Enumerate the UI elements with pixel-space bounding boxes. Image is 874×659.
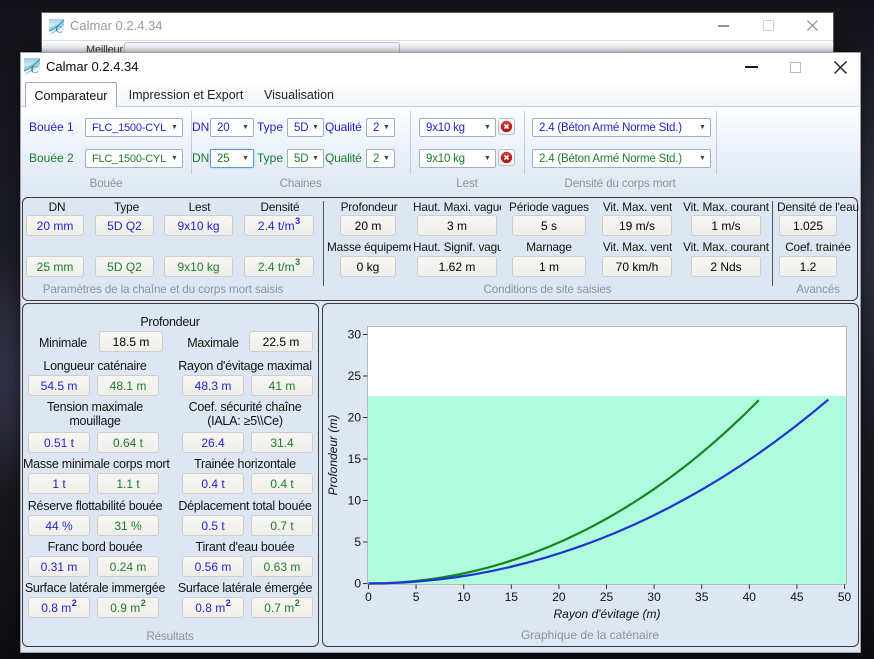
svg-text:45: 45: [790, 590, 804, 604]
svg-text:Rayon d'évitage (m): Rayon d'évitage (m): [553, 607, 660, 621]
svg-text:Profondeur (m): Profondeur (m): [326, 415, 340, 496]
svg-text:30: 30: [647, 590, 661, 604]
svg-text:5: 5: [354, 535, 361, 549]
svg-text:25: 25: [348, 369, 362, 383]
svg-text:10: 10: [457, 590, 471, 604]
svg-text:50: 50: [838, 590, 852, 604]
svg-text:40: 40: [743, 590, 757, 604]
svg-text:10: 10: [348, 494, 362, 508]
svg-text:Graphique de la caténaire: Graphique de la caténaire: [521, 628, 659, 642]
svg-text:30: 30: [348, 328, 362, 342]
svg-text:25: 25: [600, 590, 614, 604]
svg-text:20: 20: [348, 411, 362, 425]
svg-text:C: C: [56, 26, 62, 34]
svg-text:5: 5: [413, 590, 420, 604]
svg-text:20: 20: [552, 590, 566, 604]
svg-text:15: 15: [505, 590, 519, 604]
svg-text:35: 35: [695, 590, 709, 604]
svg-text:C: C: [31, 64, 38, 74]
svg-text:0: 0: [365, 590, 372, 604]
svg-text:0: 0: [354, 577, 361, 591]
svg-text:15: 15: [348, 452, 362, 466]
